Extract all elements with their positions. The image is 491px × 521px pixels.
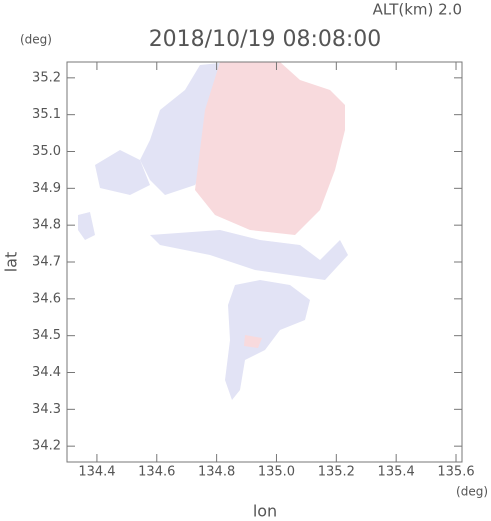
echo-area (195, 62, 345, 235)
x-axis-label: lon (253, 502, 277, 521)
x-tick-label: 134.6 (138, 465, 175, 480)
y-tick-label: 34.4 (32, 365, 61, 380)
y-tick-label: 35.1 (32, 107, 61, 122)
echo-area (95, 150, 150, 195)
altitude-label: ALT(km) 2.0 (373, 1, 462, 19)
x-tick-label: 135.2 (318, 465, 355, 480)
x-tick-label: 135.6 (437, 465, 474, 480)
echo-area (225, 280, 310, 400)
y-unit: (deg) (20, 33, 52, 47)
chart-title: 2018/10/19 08:08:00 (149, 27, 382, 52)
y-tick-label: 34.7 (32, 255, 61, 270)
x-tick-label: 135.4 (378, 465, 415, 480)
echo-area (78, 212, 95, 240)
y-tick-label: 34.2 (32, 439, 61, 454)
x-tick-label: 135.0 (258, 465, 295, 480)
x-tick-label: 134.4 (78, 465, 115, 480)
y-tick-label: 34.6 (32, 291, 61, 306)
y-tick-label: 34.8 (32, 218, 61, 233)
y-tick-label: 35.2 (32, 70, 61, 85)
y-tick-label: 34.9 (32, 181, 61, 196)
echo-area (150, 230, 348, 280)
x-unit: (deg) (456, 485, 488, 499)
x-tick-label: 134.8 (198, 465, 235, 480)
y-tick-label: 34.5 (32, 328, 61, 343)
y-tick-label: 34.3 (32, 402, 61, 417)
y-axis-label: lat (2, 252, 21, 273)
y-tick-label: 35.0 (32, 144, 61, 159)
echo-field (78, 62, 348, 400)
echo-area (244, 335, 262, 348)
